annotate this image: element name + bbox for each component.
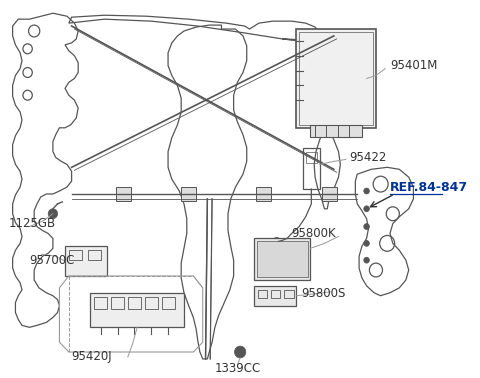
Text: 95422: 95422	[350, 151, 387, 164]
Circle shape	[364, 224, 370, 229]
Bar	[254, 239, 311, 280]
Bar	[296, 29, 376, 128]
Bar	[299, 32, 373, 125]
Bar	[94, 297, 107, 308]
Bar	[306, 152, 317, 163]
Circle shape	[364, 240, 370, 246]
Bar	[256, 187, 271, 201]
Circle shape	[48, 209, 58, 219]
Text: 95700C: 95700C	[29, 254, 75, 266]
Bar	[254, 286, 296, 305]
Bar	[144, 297, 158, 308]
Circle shape	[364, 206, 370, 212]
Bar	[257, 242, 308, 277]
Bar	[90, 293, 184, 327]
Text: REF.84-847: REF.84-847	[390, 181, 468, 194]
Bar	[311, 125, 362, 137]
Bar	[87, 250, 101, 260]
Bar	[284, 290, 294, 298]
Circle shape	[364, 257, 370, 263]
Bar	[322, 187, 336, 201]
Text: 95401M: 95401M	[390, 59, 437, 72]
Text: 1125GB: 1125GB	[9, 217, 56, 230]
Text: 95800S: 95800S	[301, 287, 346, 300]
Bar	[303, 147, 320, 189]
Circle shape	[272, 237, 281, 247]
Bar	[258, 290, 267, 298]
Text: 95800K: 95800K	[292, 227, 336, 240]
Bar	[161, 297, 175, 308]
Bar	[65, 246, 107, 276]
Text: 1339CC: 1339CC	[215, 362, 261, 375]
Bar	[271, 290, 280, 298]
Bar	[69, 250, 82, 260]
Bar	[111, 297, 124, 308]
Bar	[128, 297, 141, 308]
Text: 95420J: 95420J	[72, 350, 112, 364]
Circle shape	[235, 346, 246, 358]
Circle shape	[364, 188, 370, 194]
Bar	[181, 187, 196, 201]
Bar	[116, 187, 131, 201]
